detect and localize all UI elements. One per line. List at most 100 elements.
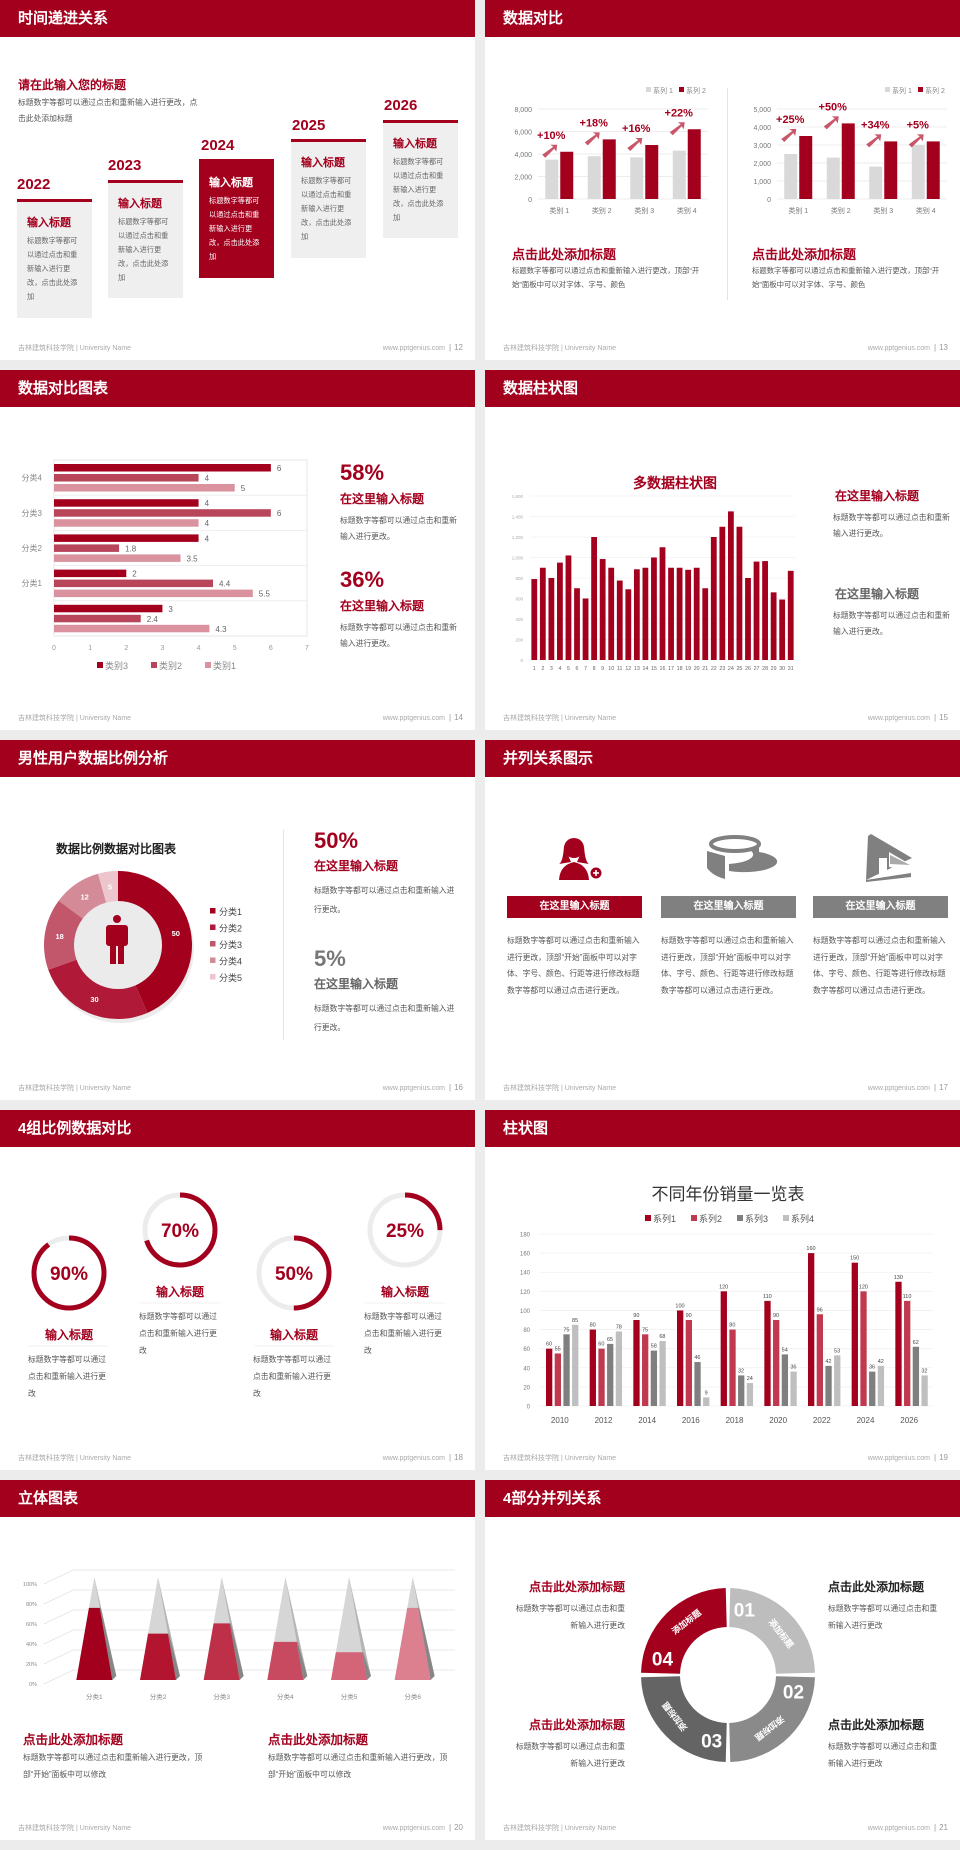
bar [745,578,751,660]
footer-url[interactable]: www.pptgenius.com [867,1825,931,1832]
gridline [43,1649,455,1665]
footer-university: 吉林建筑科技学院 | University Name [503,715,617,722]
bar [884,141,898,199]
item-heading: 输入标题 [270,1327,319,1342]
block-text: 标题数字等都可以通过点击和重新输入进行更改 [828,1742,938,1768]
bar [912,1346,920,1406]
data-label: 80 [590,1323,596,1329]
legend-swatch [210,957,216,963]
footer-university: 吉林建筑科技学院 | University Name [503,1825,617,1832]
data-label: 78 [616,1324,622,1330]
slide-title: 并列关系图示 [485,740,960,777]
footer-url[interactable]: www.pptgenius.com [867,715,931,722]
stat-value: 58% [340,460,385,485]
y-tick-label: 1,000 [512,556,524,561]
footer-url[interactable]: www.pptgenius.com [867,1455,931,1462]
data-label: 42 [825,1359,831,1365]
slide-title: 时间递进关系 [0,0,475,37]
bar [587,156,601,199]
legend-swatch [691,1215,697,1221]
item-title-bar: 在这里输入标题 [661,896,796,918]
item-text-box: 标题数字等都可以通过点击和重新输入进行更改 [28,1355,106,1398]
growth-label: +34% [861,119,890,131]
x-tick-label: 2010 [551,1416,569,1425]
timeline-desc: 标题数字等都可以通过点击和重新输入进行更改，点击此处添加标题 [18,98,198,123]
item-title-bar: 在这里输入标题 [813,896,948,918]
segment-number: 01 [734,1601,756,1622]
legend-label: 类别3 [105,660,128,671]
donut-slice [58,873,107,919]
footer-url[interactable]: www.pptgenius.com [382,1085,446,1092]
growth-arrow-icon [908,134,924,148]
bar [816,1314,823,1406]
segment-number: 02 [783,1682,804,1703]
x-tick-label: 14 [642,666,648,672]
footer-url[interactable]: www.pptgenius.com [382,1455,446,1462]
x-tick-label: 0 [52,645,56,652]
x-tick-label: 2026 [900,1416,918,1425]
bar [834,1355,841,1406]
bar [781,1354,789,1406]
y-tick-label: 4,000 [514,152,532,159]
y-tick-label: 1,000 [753,179,771,186]
pyramid-fill-side [418,1607,435,1680]
x-tick-label: 20 [694,666,700,672]
item-text: 标题数字等都可以通过点击和重新输入进行更改，顶部“开始”面板中可以对字体、字号、… [661,936,794,996]
footer-url[interactable]: www.pptgenius.com [867,1085,931,1092]
step-text: 标题数字等都可以通过点击和重新输入进行更改，点击此处添加 [393,157,444,222]
block-heading: 点击此处添加标题 [528,1580,625,1594]
bar [563,1334,570,1406]
y-tick-label: 2,000 [753,161,771,168]
footer-url[interactable]: www.pptgenius.com [382,345,446,352]
bar [685,1320,692,1406]
data-label: 46 [694,1355,700,1361]
footer-url[interactable]: www.pptgenius.com [382,1825,446,1832]
pyramid-fill-side [167,1633,180,1680]
bar [602,139,616,199]
bar [572,1324,579,1406]
legend-label: 系列 2 [925,86,945,95]
column-chart: 多数据柱状图 0 200 400 600 800 1,000 1,200 1,400 1,600 1… [512,475,795,672]
stat-heading: 在这里输入标题 [340,492,425,506]
x-tick-label: 16 [660,666,666,672]
y-tick-label: 1,400 [512,515,524,520]
growth-arrow-icon [669,122,685,136]
data-label: 42 [878,1359,884,1365]
bar [659,547,666,660]
x-tick-label: 12 [625,666,631,672]
footer-url[interactable]: www.pptgenius.com [867,345,931,352]
data-label: 90 [773,1313,779,1319]
timeline-step: 输入标题 标题数字等都可以通过点击和重新输入进行更改，点击此处添加 [291,139,366,258]
step-text: 标题数字等都可以通过点击和重新输入进行更改，点击此处添加 [118,217,169,282]
slide-12: 时间递进关系 请在此输入您的标题 标题数字等都可以通过点击和重新输入进行更改，点… [0,0,475,360]
page-number: 15 [930,713,948,722]
data-label: 96 [817,1307,823,1313]
step-title: 输入标题 [209,177,253,189]
footer-url[interactable]: www.pptgenius.com [382,715,446,722]
legend-swatch [783,1215,789,1221]
legend-swatch [679,87,684,92]
data-label: 85 [572,1318,578,1324]
y-tick-label: 0 [767,197,771,204]
ring-segment [641,1676,727,1762]
bar [607,1343,614,1406]
slide-19: 柱状图 不同年份销量一览表 系列1 系列2 系列3 系列4 0 20 40 60 80 100 120… [485,1110,960,1470]
bar [727,511,734,660]
progress-rings: 90%输入标题标题数字等都可以通过点击和重新输入进行更改70%输入标题标题数字等… [28,1192,445,1398]
bar [703,1397,710,1406]
page-number: 14 [445,713,463,722]
growth-arrow-icon [627,138,643,151]
data-label: 6 [277,464,282,473]
bar [54,614,141,623]
store-icon [866,834,913,882]
data-label: 62 [913,1340,919,1346]
bar [676,567,683,660]
bar [736,526,743,660]
y-tick-label: 160 [520,1252,531,1258]
legend-label: 系列 1 [653,86,673,95]
y-tick-label: 1,600 [512,494,524,499]
bar [554,1353,561,1406]
x-tick-label: 3 [550,666,553,672]
y-tick-label: 8,000 [514,107,532,114]
data-label: 150 [850,1256,859,1262]
